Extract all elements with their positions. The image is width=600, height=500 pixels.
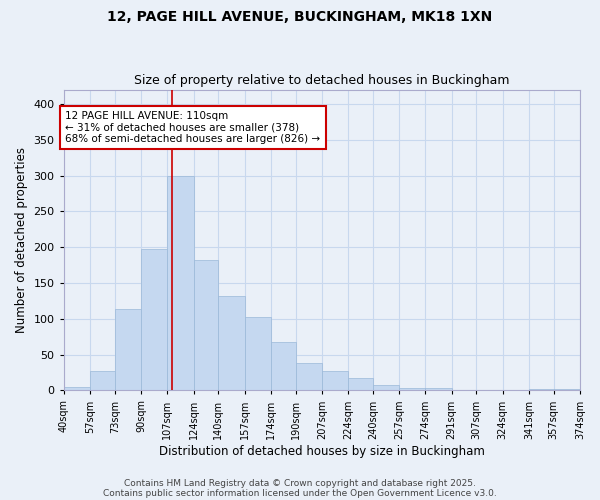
Bar	[167, 176, 194, 390]
X-axis label: Distribution of detached houses by size in Buckingham: Distribution of detached houses by size …	[159, 444, 485, 458]
Bar	[64, 387, 90, 390]
Bar	[271, 342, 296, 390]
Title: Size of property relative to detached houses in Buckingham: Size of property relative to detached ho…	[134, 74, 509, 87]
Bar	[218, 296, 245, 390]
Text: Contains public sector information licensed under the Open Government Licence v3: Contains public sector information licen…	[103, 488, 497, 498]
Bar	[194, 260, 218, 390]
Y-axis label: Number of detached properties: Number of detached properties	[15, 147, 28, 333]
Bar	[529, 389, 554, 390]
Bar	[141, 250, 167, 390]
Text: Contains HM Land Registry data © Crown copyright and database right 2025.: Contains HM Land Registry data © Crown c…	[124, 478, 476, 488]
Bar	[399, 388, 425, 390]
Bar	[90, 371, 115, 390]
Bar	[425, 388, 452, 390]
Bar	[245, 318, 271, 390]
Bar	[554, 389, 580, 390]
Bar	[296, 363, 322, 390]
Bar	[348, 378, 373, 390]
Bar	[373, 384, 399, 390]
Bar	[115, 310, 141, 390]
Text: 12, PAGE HILL AVENUE, BUCKINGHAM, MK18 1XN: 12, PAGE HILL AVENUE, BUCKINGHAM, MK18 1…	[107, 10, 493, 24]
Text: 12 PAGE HILL AVENUE: 110sqm
← 31% of detached houses are smaller (378)
68% of se: 12 PAGE HILL AVENUE: 110sqm ← 31% of det…	[65, 111, 320, 144]
Bar	[322, 371, 348, 390]
